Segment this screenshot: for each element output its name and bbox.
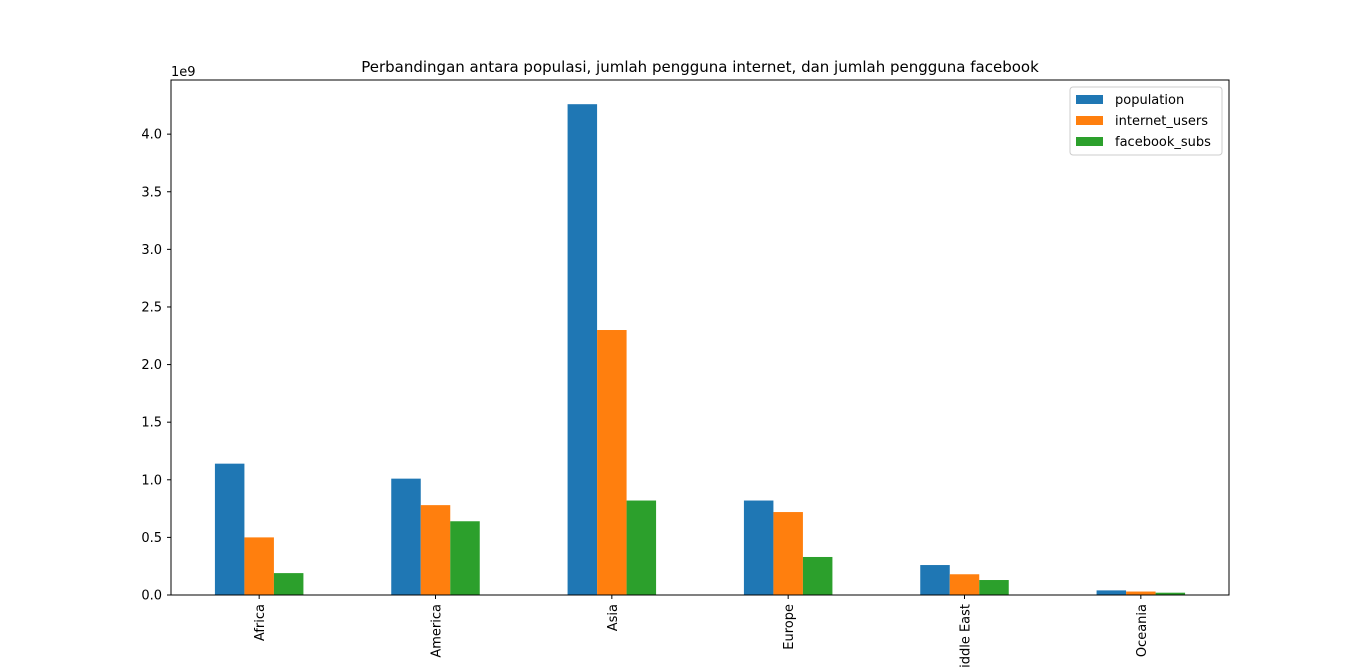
y-tick-label: 2.0: [141, 358, 162, 373]
y-tick-label: 3.5: [141, 185, 162, 200]
bars-group: [214, 104, 1186, 595]
x-axis: Africa America Asia Europe Middle East Oceani…: [253, 595, 1150, 669]
x-tick-label: Europe: [782, 604, 797, 650]
bar-population-oceania: [1096, 590, 1127, 595]
y-tick-label: 2.5: [141, 300, 162, 315]
x-tick-label: Africa: [253, 604, 268, 641]
y-offset-label: 1e9: [171, 65, 196, 80]
bar-internet_users-europe: [773, 512, 803, 595]
x-tick-label: America: [430, 604, 445, 658]
bar-internet_users-oceania: [1126, 591, 1156, 595]
legend: population internet_users facebook_subs: [1069, 86, 1223, 156]
bar-internet_users-africa: [244, 537, 274, 595]
x-tick-label: Asia: [606, 604, 621, 631]
y-tick-label: 1.0: [141, 473, 162, 488]
legend-label-population: population: [1115, 93, 1184, 108]
y-tick-label: 4.0: [141, 128, 162, 143]
bar-population-middle-east: [920, 565, 950, 595]
legend-swatch-population: [1076, 95, 1103, 104]
bar-facebook_subs-africa: [273, 573, 304, 595]
legend-swatch-internet_users: [1076, 116, 1103, 125]
bar-facebook_subs-america: [450, 521, 480, 595]
bar-population-africa: [214, 463, 245, 595]
bar-population-europe: [743, 500, 774, 595]
legend-label-facebook_subs: facebook_subs: [1115, 135, 1211, 150]
x-tick-label: Oceania: [1135, 604, 1150, 657]
bar-internet_users-middle-east: [949, 574, 980, 595]
bar-internet_users-america: [420, 505, 451, 595]
bar-population-asia: [567, 104, 598, 595]
y-axis: 0.0 0.5 1.0 1.5 2.0 2.5 3.0 3.5 4.0: [141, 128, 171, 604]
y-tick-label: 3.0: [141, 243, 162, 258]
bar-facebook_subs-middle-east: [979, 580, 1009, 595]
bar-internet_users-asia: [597, 330, 627, 595]
chart-title: Perbandingan antara populasi, jumlah pen…: [361, 58, 1039, 76]
bar-facebook_subs-oceania: [1155, 592, 1186, 595]
plot-frame: [170, 79, 1230, 596]
legend-swatch-facebook_subs: [1076, 137, 1103, 146]
bar-population-america: [391, 478, 421, 595]
bar-facebook_subs-asia: [626, 500, 657, 595]
y-tick-label: 1.5: [141, 416, 162, 431]
legend-label-internet_users: internet_users: [1115, 114, 1208, 129]
y-tick-label: 0.5: [141, 531, 162, 546]
y-tick-label: 0.0: [141, 589, 162, 604]
legend-box: [1069, 86, 1223, 156]
x-tick-label: Middle East: [959, 604, 974, 669]
bar-facebook_subs-europe: [802, 556, 833, 595]
